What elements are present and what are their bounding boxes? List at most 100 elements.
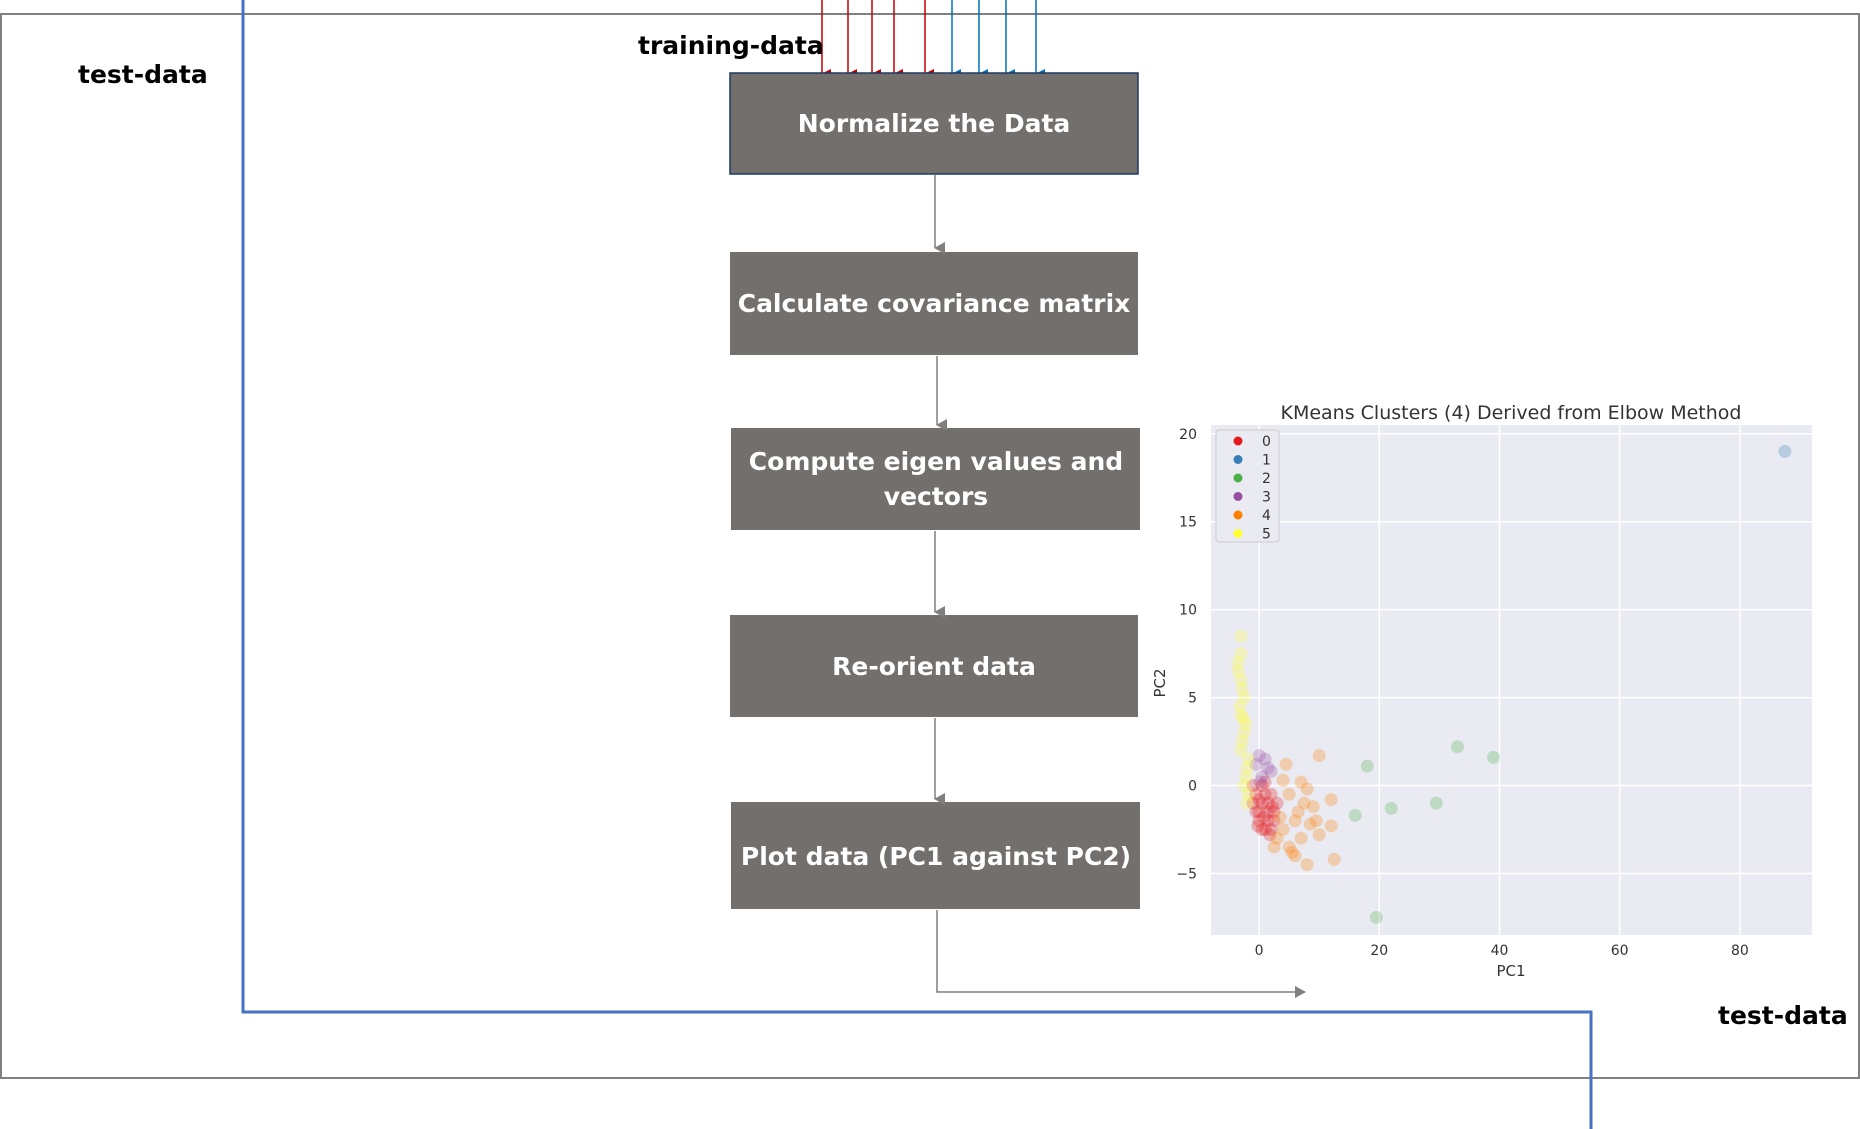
scatter-point-cluster-4	[1300, 858, 1314, 872]
scatter-point-cluster-4	[1282, 840, 1296, 854]
step-plot: Plot data (PC1 against PC2)	[731, 802, 1140, 909]
plot-area	[1211, 425, 1812, 935]
step-reorient: Re-orient data	[730, 615, 1138, 717]
scatter-point-cluster-4	[1327, 852, 1341, 866]
scatter-point-cluster-5	[1235, 735, 1249, 749]
scatter-point-cluster-4	[1270, 831, 1284, 845]
step-box	[730, 615, 1138, 717]
scatter-point-cluster-5	[1235, 682, 1249, 696]
step-box	[729, 72, 1139, 175]
legend: 0 1 2 3 4 5	[1215, 429, 1280, 543]
legend-items: 0 1 2 3 4 5	[1233, 434, 1271, 543]
scatter-point-cluster-5	[1234, 629, 1248, 643]
y-tick-label: −5	[1176, 866, 1197, 882]
step-label: Compute eigen values and	[749, 447, 1123, 476]
scatter-point-cluster-4	[1300, 782, 1314, 796]
x-tick-label: 80	[1731, 943, 1749, 959]
training-data-label: training-data	[638, 31, 824, 60]
scatter-point-cluster-2	[1360, 759, 1374, 773]
scatter-point-cluster-4	[1276, 773, 1290, 787]
legend-label: 1	[1262, 453, 1271, 469]
scatter-point-cluster-0	[1258, 822, 1272, 836]
scatter-point-cluster-0	[1255, 796, 1269, 810]
scatter-point-cluster-4	[1279, 757, 1293, 771]
legend-label: 3	[1262, 490, 1271, 506]
output-connector-arrow	[936, 910, 1306, 998]
legend-marker	[1233, 529, 1243, 538]
y-tick-label: 15	[1179, 515, 1197, 531]
scatter-point-cluster-5	[1236, 712, 1250, 726]
scatter-point-cluster-5	[1241, 787, 1255, 801]
scatter-point-cluster-0	[1258, 775, 1272, 789]
grid-lines	[1211, 425, 1812, 935]
legend-label: 2	[1262, 471, 1271, 487]
scatter-point-cluster-3	[1258, 752, 1272, 766]
scatter-point-cluster-0	[1246, 796, 1260, 810]
step-box	[731, 802, 1140, 909]
scatter-point-cluster-0	[1252, 805, 1266, 819]
legend-label: 0	[1262, 434, 1271, 450]
outer-frame	[0, 13, 1860, 1079]
y-tick-label: 5	[1188, 691, 1197, 707]
scatter-point-cluster-4	[1294, 775, 1308, 789]
scatter-point-cluster-4	[1294, 831, 1308, 845]
scatter-point-cluster-0	[1252, 793, 1266, 807]
scatter-point-cluster-0	[1261, 814, 1275, 828]
step-normalize: Normalize the Data	[729, 72, 1139, 175]
y-axis-label: PC2	[1151, 668, 1169, 697]
test-data-label-left: test-data	[78, 60, 208, 89]
scatter-point-cluster-4	[1324, 819, 1338, 833]
scatter-point-cluster-0	[1255, 779, 1269, 793]
y-tick-label: 0	[1188, 779, 1197, 795]
scatter-point-cluster-5	[1241, 752, 1255, 766]
chart-title: KMeans Clusters (4) Derived from Elbow M…	[1280, 402, 1741, 424]
scatter-point-cluster-3	[1264, 764, 1278, 778]
scatter-point-cluster-2	[1384, 801, 1398, 815]
scatter-point-cluster-4	[1285, 845, 1299, 859]
scatter-point-cluster-3	[1255, 770, 1269, 784]
training-input-arrows	[821, 0, 1045, 79]
legend-marker	[1233, 473, 1243, 483]
step-label: Re-orient data	[832, 652, 1036, 681]
scatter-point-cluster-4	[1288, 849, 1302, 863]
scatter-point-cluster-4	[1324, 793, 1338, 807]
y-tick-label: 10	[1179, 603, 1197, 619]
scatter-point-cluster-0	[1261, 796, 1275, 810]
x-axis-label: PC1	[1496, 962, 1525, 980]
scatter-point-cluster-2	[1429, 796, 1443, 810]
test-data-label-right: test-data	[1718, 1001, 1848, 1030]
scatter-point-cluster-3	[1261, 761, 1275, 775]
scatter-point-cluster-5	[1240, 761, 1254, 775]
scatter-point-cluster-0	[1264, 787, 1278, 801]
scatter-point-cluster-4	[1306, 800, 1320, 814]
y-tick-label: 20	[1179, 427, 1197, 443]
scatter-point-cluster-2	[1369, 910, 1383, 924]
scatter-points	[1231, 444, 1792, 924]
scatter-point-cluster-2	[1348, 808, 1362, 822]
legend-marker	[1233, 455, 1243, 464]
step-label: Plot data (PC1 against PC2)	[741, 842, 1131, 871]
scatter-point-cluster-4	[1297, 796, 1311, 810]
scatter-point-cluster-5	[1239, 717, 1253, 731]
step-label: Calculate covariance matrix	[738, 289, 1131, 318]
scatter-point-cluster-5	[1234, 708, 1248, 722]
scatter-point-cluster-3	[1252, 749, 1266, 763]
scatter-point-cluster-2	[1486, 750, 1500, 764]
scatter-point-cluster-5	[1233, 699, 1247, 713]
scatter-point-cluster-0	[1263, 828, 1277, 842]
step-box	[730, 252, 1138, 355]
scatter-point-cluster-5	[1231, 655, 1245, 669]
scatter-point-cluster-4	[1312, 828, 1326, 842]
scatter-point-cluster-3	[1253, 775, 1267, 789]
legend-label: 4	[1262, 508, 1271, 524]
scatter-point-cluster-4	[1309, 814, 1323, 828]
scatter-point-cluster-0	[1261, 805, 1275, 819]
scatter-point-cluster-0	[1264, 822, 1278, 836]
legend-marker	[1233, 510, 1243, 520]
scatter-point-cluster-4	[1282, 787, 1296, 801]
scatter-point-cluster-0	[1267, 814, 1281, 828]
scatter-point-cluster-0	[1265, 800, 1279, 814]
scatter-point-cluster-0	[1258, 787, 1272, 801]
scatter-point-cluster-4	[1288, 814, 1302, 828]
x-tick-label: 60	[1611, 943, 1629, 959]
